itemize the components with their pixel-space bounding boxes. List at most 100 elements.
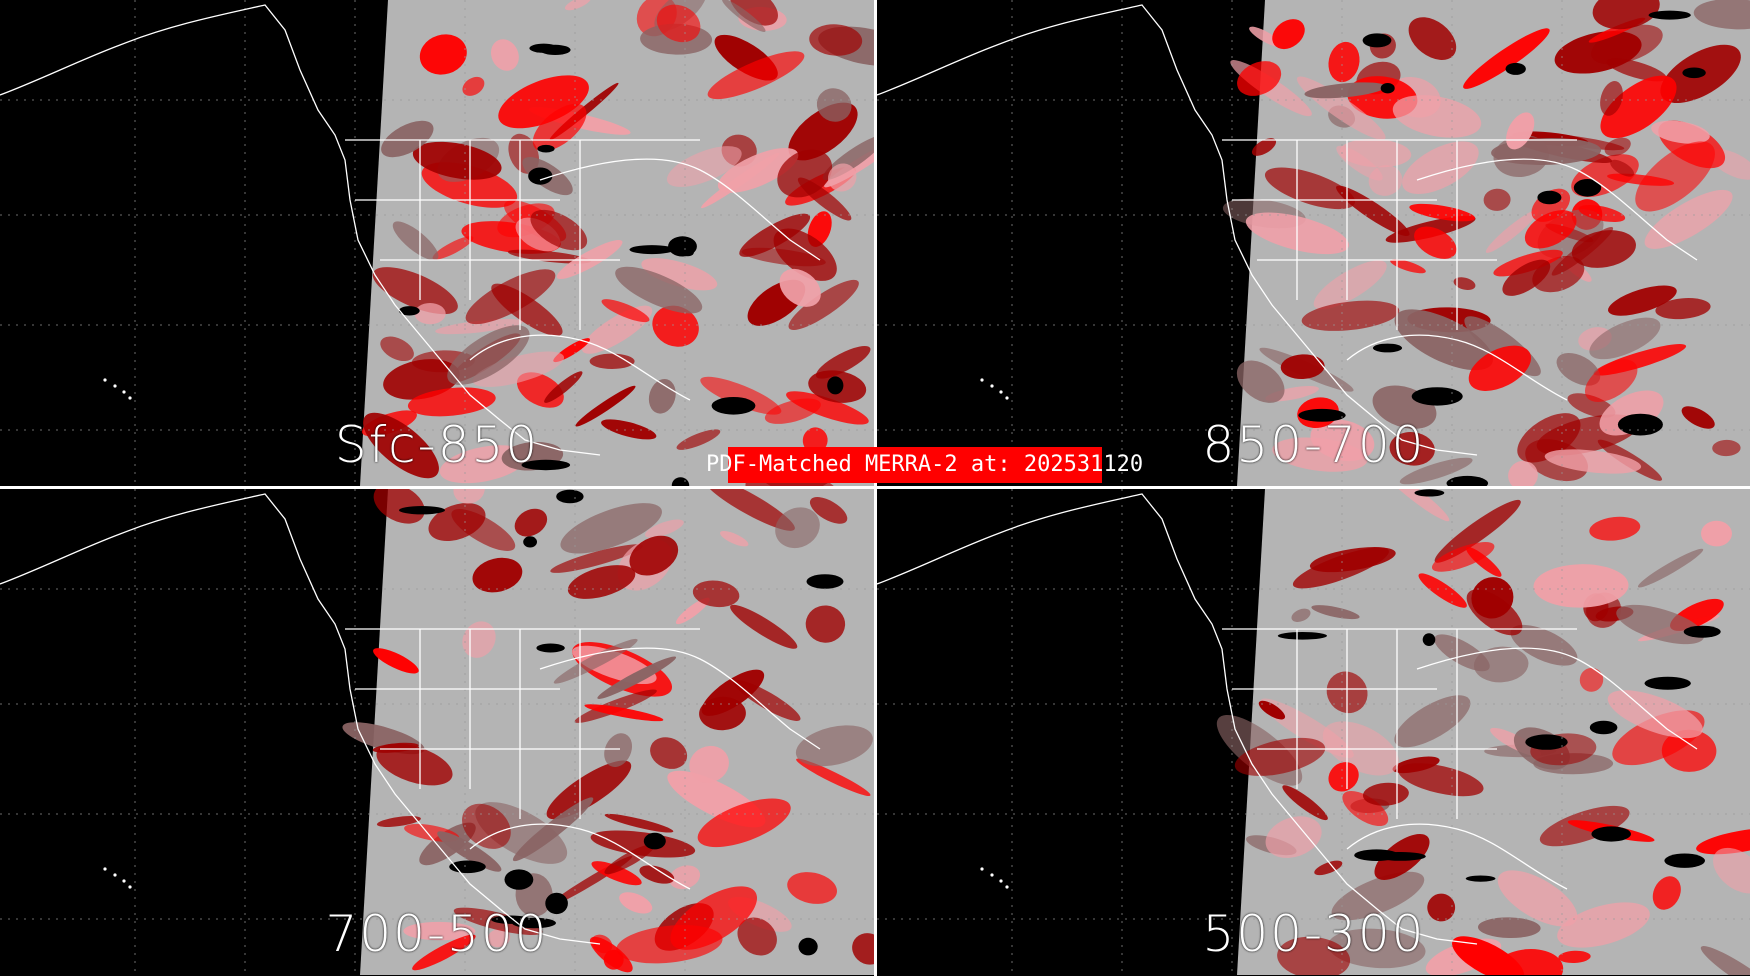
data-blob (701, 669, 765, 716)
data-blob (1502, 259, 1551, 296)
data-blob (604, 733, 633, 767)
data-gap (1525, 734, 1568, 750)
data-blob (676, 429, 721, 450)
data-gap (1644, 676, 1691, 690)
data-blob (487, 928, 511, 948)
data-blob (1394, 695, 1471, 748)
coastline (1346, 823, 1568, 890)
data-blob (1336, 145, 1383, 181)
border-line (1416, 158, 1698, 261)
data-blob (591, 934, 613, 954)
data-blob (544, 371, 583, 403)
data-blob (644, 519, 684, 538)
data-gap (523, 536, 537, 548)
data-blob (703, 489, 795, 531)
retrieval-field (1216, 489, 1750, 975)
data-blob (451, 509, 516, 551)
data-blob (1264, 167, 1356, 210)
data-blob (564, 0, 592, 11)
island (128, 396, 132, 400)
data-blob (1237, 61, 1282, 96)
data-blob (1696, 828, 1750, 855)
data-blob (1471, 577, 1514, 619)
data-blob (1517, 413, 1581, 463)
title-banner (728, 447, 1102, 483)
map-panel-850-700: 850-700 (877, 0, 1750, 486)
data-blob (1510, 624, 1578, 666)
data-blob (692, 580, 740, 608)
data-blob (590, 830, 696, 858)
data-blob (827, 163, 857, 192)
data-blob (1556, 352, 1601, 386)
data-blob (1291, 608, 1311, 622)
data-gap (806, 574, 844, 589)
data-blob (779, 268, 821, 307)
data-gap (1591, 826, 1631, 842)
data-blob (639, 865, 675, 884)
border-line (1416, 647, 1698, 750)
data-blob (802, 427, 828, 454)
data-blob (1637, 548, 1704, 588)
data-blob (550, 544, 643, 573)
data-blob (1336, 185, 1410, 237)
data-blob (1234, 737, 1326, 776)
island (1005, 885, 1009, 889)
data-blob (403, 921, 476, 941)
data-blob (1584, 359, 1638, 402)
map-graphic (0, 489, 874, 975)
data-gap (398, 306, 420, 316)
data-gap (1505, 62, 1526, 75)
panel-label: Sfc-850 (334, 416, 540, 474)
data-blob (601, 419, 657, 440)
map-graphic (0, 0, 874, 486)
data-blob (1392, 95, 1482, 138)
data-blob (809, 24, 863, 56)
data-blob (1606, 58, 1667, 82)
map-panel-sfc-850: Sfc-850 (0, 0, 874, 486)
data-blob (795, 725, 873, 767)
state-borders (1222, 139, 1577, 330)
panel-label: 500-300 (1202, 905, 1426, 963)
data-blob (629, 535, 679, 576)
data-blob (567, 565, 636, 599)
data-blob (1600, 75, 1677, 139)
data-gap (1414, 489, 1445, 497)
coastline (469, 334, 691, 401)
data-blob (739, 213, 811, 257)
lat-lon-grid (0, 489, 874, 975)
coastlines (0, 493, 821, 945)
data-blob (453, 489, 485, 504)
data-blob (670, 886, 758, 950)
data-blob (1607, 690, 1703, 739)
data-blob (1390, 259, 1426, 274)
islands (103, 867, 132, 889)
data-gap (1298, 408, 1346, 422)
island (999, 390, 1003, 394)
data-blob (1473, 646, 1529, 683)
data-blob (1693, 0, 1750, 30)
data-blob (1328, 41, 1360, 83)
island (980, 867, 984, 871)
data-blob (472, 557, 523, 593)
data-blob (462, 76, 485, 96)
data-blob (1644, 189, 1733, 249)
data-blob (1399, 457, 1473, 485)
data-blob (1463, 28, 1550, 89)
data-blob (604, 844, 655, 875)
data-blob (1508, 460, 1538, 486)
data-blob (512, 797, 594, 862)
data-blob (1251, 138, 1277, 156)
data-gap (512, 917, 556, 929)
data-blob (1280, 354, 1325, 380)
data-blob (372, 267, 458, 315)
data-blob (603, 949, 624, 970)
data-blob (1453, 277, 1476, 290)
data-blob (1635, 141, 1715, 212)
figure-title: PDF-Matched MERRA-2 at: 202531120 (706, 452, 1144, 477)
data-blob (1277, 936, 1351, 975)
data-gap (1683, 625, 1721, 638)
island (113, 873, 117, 877)
data-blob (1579, 667, 1604, 692)
data-blob (707, 51, 805, 100)
